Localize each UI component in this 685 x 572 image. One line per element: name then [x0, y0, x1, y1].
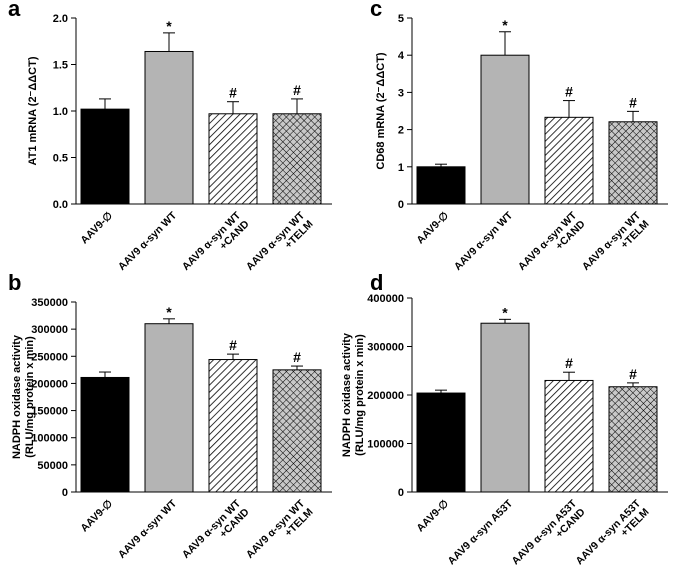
category-label: AAV9 α-syn WT+TELM — [244, 497, 316, 569]
bar — [608, 121, 658, 205]
category-label: AAV9 α-syn A53T — [446, 497, 516, 567]
category-label-line: AAV9 α-syn WT — [452, 209, 516, 273]
y-tick-label: 1.0 — [53, 106, 68, 118]
significance-marker: * — [502, 17, 508, 33]
bar — [544, 116, 594, 205]
category-label-line: AAV9-∅ — [414, 498, 451, 535]
bar — [480, 54, 530, 205]
panel-letter: a — [8, 0, 21, 21]
bar — [80, 376, 130, 493]
significance-marker: * — [502, 304, 508, 320]
panel-b: b 0 50000 100000 150000 200000 250000 300000 350… — [8, 270, 332, 569]
significance-marker: # — [565, 355, 573, 371]
category-label-line: AAV9-∅ — [414, 210, 451, 247]
panel-letter: b — [8, 270, 21, 295]
y-tick-label: 300000 — [367, 342, 404, 354]
y-tick-label: 200000 — [367, 390, 404, 402]
bar — [144, 50, 194, 205]
bar — [608, 386, 658, 493]
y-axis-label: NADPH oxidase activity — [341, 332, 353, 457]
panel-letter: d — [370, 270, 383, 295]
category-label-line: AAV9-∅ — [78, 498, 115, 535]
bar — [80, 108, 130, 205]
bar — [208, 113, 258, 205]
panel-a: a 0.0 0.5 1.0 1.5 2.0 AT1 mRNA (2⁻ΔΔCT) AAV9-∅ *… — [8, 0, 332, 281]
bar — [416, 392, 466, 493]
category-label: AAV9-∅ — [78, 210, 115, 247]
category-label: AAV9-∅ — [414, 210, 451, 247]
category-label: AAV9 α-syn WT+CAND — [180, 209, 252, 281]
y-tick-label: 200000 — [31, 378, 68, 390]
y-tick-label: 1.5 — [53, 60, 68, 72]
y-tick-label: 400000 — [367, 293, 404, 305]
panel-letter: c — [370, 0, 382, 21]
y-axis-label: (RLU/mg protein x min) — [354, 334, 366, 456]
panel-c: c 0 1 2 3 4 5 CD68 mRNA (2⁻ΔΔCT) AAV9-∅ * AAV9 α-s… — [370, 0, 668, 281]
category-label-line: AAV9 α-syn A53T — [446, 497, 516, 567]
bar — [480, 322, 530, 493]
significance-marker: * — [166, 304, 172, 320]
category-label: AAV9 α-syn WT — [452, 209, 516, 273]
y-tick-label: 0.0 — [53, 199, 68, 211]
bar — [208, 359, 258, 493]
bar — [144, 323, 194, 493]
y-tick-label: 2.0 — [53, 13, 68, 25]
y-axis-label: AT1 mRNA (2⁻ΔΔCT) — [27, 56, 39, 165]
y-tick-label: 0 — [398, 199, 404, 211]
y-tick-label: 50000 — [37, 460, 68, 472]
bar — [272, 113, 322, 205]
y-tick-label: 3 — [398, 87, 404, 99]
category-label: AAV9-∅ — [78, 498, 115, 535]
category-label-line: AAV9 α-syn WT — [116, 209, 180, 273]
y-tick-label: 300000 — [31, 324, 68, 336]
category-label: AAV9 α-syn WT+CAND — [180, 497, 252, 569]
significance-marker: * — [166, 18, 172, 34]
y-tick-label: 100000 — [367, 439, 404, 451]
category-label: AAV9 α-syn WT — [116, 209, 180, 273]
y-tick-label: 5 — [398, 13, 404, 25]
category-label: AAV9 α-syn WT+CAND — [516, 209, 588, 281]
significance-marker: # — [629, 366, 637, 382]
significance-marker: # — [229, 337, 237, 353]
category-label: AAV9-∅ — [414, 498, 451, 535]
bar — [272, 369, 322, 493]
category-label: AAV9 α-syn WT — [116, 497, 180, 561]
panel-d: d 0 100000 200000 300000 400000 NADPH oxidase … — [341, 270, 668, 572]
y-axis-label: NADPH oxidase activity — [11, 334, 23, 459]
significance-marker: # — [293, 82, 301, 98]
significance-marker: # — [293, 349, 301, 365]
y-tick-label: 2 — [398, 125, 404, 137]
y-tick-label: 150000 — [31, 406, 68, 418]
bar — [544, 379, 594, 493]
category-label-line: AAV9-∅ — [78, 210, 115, 247]
y-tick-label: 250000 — [31, 351, 68, 363]
category-label: AAV9 α-syn WT+TELM — [244, 209, 316, 281]
significance-marker: # — [629, 94, 637, 110]
y-tick-label: 0.5 — [53, 153, 68, 165]
category-label: AAV9 α-syn WT+TELM — [580, 209, 652, 281]
category-label: AAV9 α-syn A53T+TELM — [574, 497, 652, 572]
y-axis-label: (RLU/mg protein x min) — [24, 336, 36, 458]
y-tick-label: 350000 — [31, 297, 68, 309]
significance-marker: # — [229, 85, 237, 101]
category-label-line: AAV9 α-syn WT — [116, 497, 180, 561]
y-tick-label: 0 — [398, 487, 404, 499]
y-tick-label: 4 — [398, 50, 405, 62]
y-tick-label: 1 — [398, 162, 404, 174]
significance-marker: # — [565, 84, 573, 100]
y-axis-label: CD68 mRNA (2⁻ΔΔCT) — [375, 52, 387, 170]
bar — [416, 166, 466, 205]
y-tick-label: 100000 — [31, 433, 68, 445]
y-tick-label: 0 — [62, 487, 68, 499]
